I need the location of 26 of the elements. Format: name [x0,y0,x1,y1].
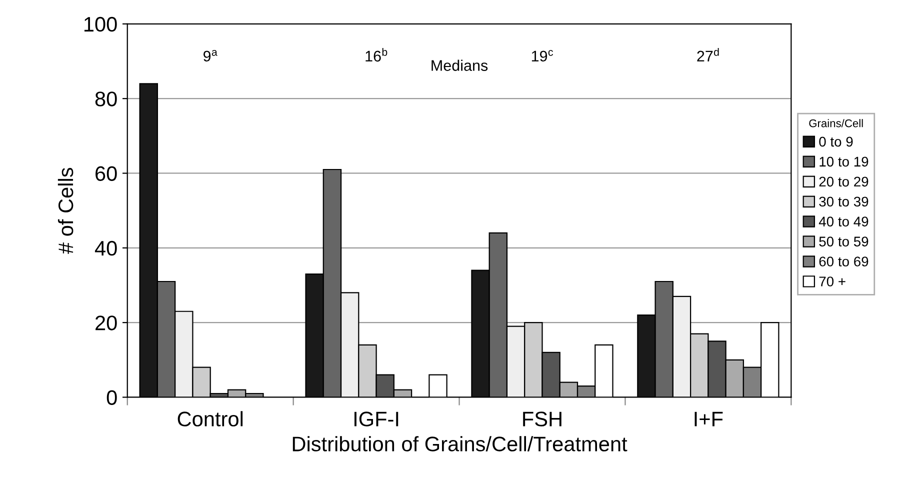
annotation: 19$^{c}$ [532,50,553,62]
x-tick-label: FSH [523,412,562,426]
annotation: 27$^{d}$ [697,48,719,62]
legend-label: 30 to 39 [819,196,868,207]
legend-label: 40 to 49 [818,216,868,227]
y-tick-label: 80 [95,92,117,106]
annotation: 16$^{b}$ [366,48,388,62]
y-tick-label: 60 [96,166,117,181]
legend-label: 50 to 59 [819,236,868,246]
x-tick-label: I+F [694,412,723,426]
annotation: 9$^{a}$ [204,50,218,62]
x-axis-title: Distribution of Grains/Cell/Treatment [292,436,628,452]
legend-label: 60 to 69 [819,256,868,266]
y-tick-label: 40 [94,240,117,256]
y-tick-label: 20 [96,316,117,330]
y-tick-label: 0 [106,390,117,405]
y-tick-label: 100 [84,16,117,32]
legend-label: 10 to 19 [820,156,868,167]
y-axis-title: # of Cells [58,168,74,254]
x-tick-label: Control [178,411,243,426]
x-tick-label: IGF-I [354,412,398,426]
annotation: Medians [432,60,488,71]
legend-label: 70 + [819,276,846,286]
legend-label: 0 to 9 [819,136,853,147]
legend-title: Grains/Cell [809,119,863,128]
legend-label: 20 to 29 [819,176,868,187]
